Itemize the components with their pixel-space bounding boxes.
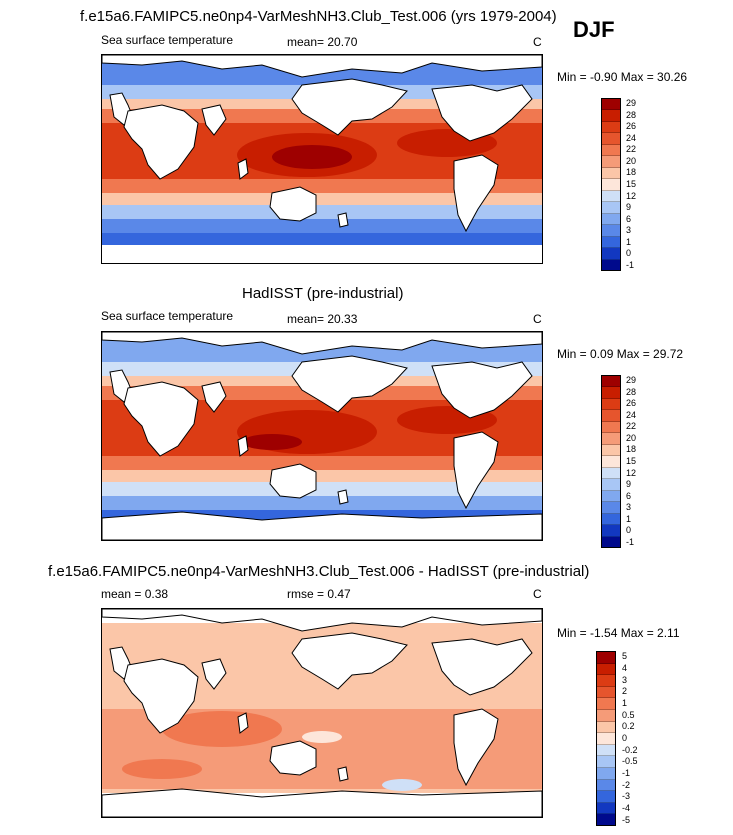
panel1-tick: 9 [626, 202, 632, 213]
panel1-title: f.e15a6.FAMIPC5.ne0np4-VarMeshNH3.Club_T… [80, 8, 557, 25]
panel1-units: C [533, 35, 542, 49]
panel3-colorbar [596, 651, 616, 826]
panel1-tick: 28 [626, 109, 637, 120]
panel3-map-svg [102, 609, 542, 817]
panel2-tick: 15 [626, 455, 637, 466]
panel2-tick: 28 [626, 386, 637, 397]
panel2-units: C [533, 312, 542, 326]
panel3-map [101, 608, 543, 818]
panel3-tick: 2 [622, 686, 628, 697]
panel2-tick: 1 [626, 513, 632, 524]
panel1-tick: 1 [626, 236, 632, 247]
panel2-tick: 12 [626, 467, 637, 478]
panel3-tick: 3 [622, 674, 628, 685]
panel2-tick: 18 [626, 444, 637, 455]
panel2-tick: 24 [626, 409, 637, 420]
panel1-tick: 29 [626, 98, 637, 109]
panel3-tick: 0 [622, 732, 628, 743]
panel1-tick: 6 [626, 213, 632, 224]
panel3-tick: -5 [622, 814, 631, 825]
panel1-mean: mean= 20.70 [287, 35, 358, 49]
panel1-tick: 0 [626, 248, 632, 259]
panel3-tick: -2 [622, 779, 631, 790]
panel3-tick: -0.5 [622, 756, 638, 767]
panel3-units: C [533, 587, 542, 601]
panel1-colorbar-ticks: 29 28 26 24 22 20 18 15 12 9 6 3 1 0 -1 [626, 98, 636, 271]
panel2-tick: 0 [626, 525, 632, 536]
season-label: DJF [573, 17, 615, 42]
panel3-tick: 0.5 [622, 709, 635, 720]
panel3-minmax: Min = -1.54 Max = 2.11 [557, 626, 680, 640]
panel3-mean: mean = 0.38 [101, 587, 169, 601]
panel2-tick: -1 [626, 536, 635, 547]
panel1-map [101, 54, 543, 264]
panel2-tick: 29 [626, 375, 637, 386]
panel3-tick: -3 [622, 791, 631, 802]
panel1-minmax: Min = -0.90 Max = 30.26 [557, 70, 688, 84]
panel1-tick: 24 [626, 132, 637, 143]
panel3-tick: 5 [622, 651, 628, 662]
panel2-tick: 9 [626, 479, 632, 490]
panel2-colorbar-ticks: 29 28 26 24 22 20 18 15 12 9 6 3 1 0 -1 [626, 375, 636, 548]
panel3-colorbar-ticks: 5 4 3 2 1 0.5 0.2 0 -0.2 -0.5 -1 -2 -3 -… [622, 651, 638, 826]
panel2-mean: mean= 20.33 [287, 312, 358, 326]
panel3-tick: 1 [622, 697, 628, 708]
panel3-tick: -4 [622, 802, 631, 813]
panel2-map-svg [102, 332, 542, 540]
panel3-title: f.e15a6.FAMIPC5.ne0np4-VarMeshNH3.Club_T… [48, 563, 590, 580]
panel2-tick: 3 [626, 502, 632, 513]
panel1-tick: 18 [626, 167, 637, 178]
panel2-minmax: Min = 0.09 Max = 29.72 [557, 347, 684, 361]
panel2-colorbar [601, 375, 621, 548]
panel2-title: HadISST (pre-industrial) [242, 285, 404, 302]
panel2-map [101, 331, 543, 541]
panel1-tick: -1 [626, 259, 635, 270]
panel2-tick: 26 [626, 398, 637, 409]
panel1-colorbar [601, 98, 621, 271]
panel1-tick: 3 [626, 225, 632, 236]
panel2-variable: Sea surface temperature [101, 309, 234, 323]
panel3-tick: -1 [622, 767, 631, 778]
panel1-tick: 26 [626, 121, 637, 132]
panel1-variable: Sea surface temperature [101, 33, 234, 47]
panel1-map-svg [102, 55, 542, 263]
panel3-tick: 0.2 [622, 721, 635, 732]
panel3-rmse: rmse = 0.47 [287, 587, 351, 601]
panel2-tick: 6 [626, 490, 632, 501]
panel1-tick: 20 [626, 155, 637, 166]
panel1-tick: 12 [626, 190, 637, 201]
panel1-tick: 15 [626, 178, 637, 189]
panel1-tick: 22 [626, 144, 637, 155]
panel2-tick: 22 [626, 421, 637, 432]
panel3-tick: -0.2 [622, 744, 638, 755]
panel2-tick: 20 [626, 432, 637, 443]
panel3-tick: 4 [622, 662, 628, 673]
